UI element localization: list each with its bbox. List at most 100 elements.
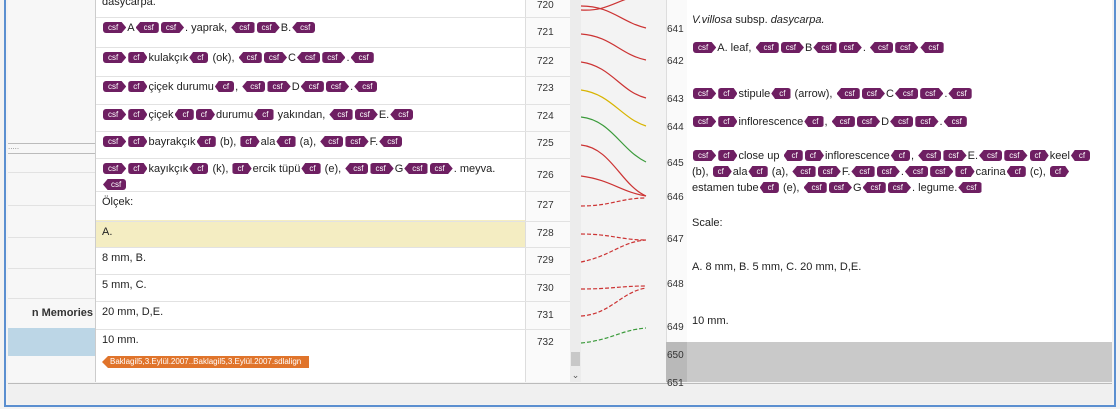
line-number: 647: [667, 234, 684, 245]
text: D: [291, 81, 300, 93]
tag-open: csf: [887, 182, 912, 193]
tag-close: csf: [300, 81, 324, 92]
link: [581, 144, 647, 197]
text: kulakçık: [148, 52, 189, 64]
tag-close: csf: [894, 88, 919, 99]
line-number: 651: [667, 378, 684, 389]
sidebar: [8, 0, 96, 382]
line-number: 724: [537, 111, 554, 122]
target-numbers: [666, 0, 687, 382]
text: kayıkçık: [148, 163, 189, 175]
text: B: [805, 42, 813, 54]
target-segment: Scale:: [692, 215, 1102, 231]
tag-open: csf: [895, 42, 919, 53]
tag-close: cf: [189, 163, 209, 174]
link: [581, 116, 647, 163]
tag-open: csf: [876, 166, 900, 177]
tag-close: csf: [379, 136, 403, 147]
tag-close: csf: [329, 109, 353, 120]
text: (b),: [692, 166, 712, 178]
text: (arrow),: [791, 88, 836, 100]
tag-close: csf: [803, 182, 827, 193]
target-segment: csf cf close up cf cf inflorescence cf, csf cs…: [692, 148, 1102, 196]
scrollbar[interactable]: [570, 0, 581, 382]
link: [581, 239, 647, 263]
line-number: 645: [667, 158, 684, 169]
tag-close: csf: [238, 52, 262, 63]
text: 5 mm, C.: [102, 279, 147, 291]
line-number: 642: [667, 56, 684, 67]
link: [581, 285, 647, 290]
tag-close: csf: [943, 116, 967, 127]
tag-open: cf: [718, 116, 738, 127]
tag-close: csf: [792, 166, 816, 177]
link: [581, 327, 647, 344]
target-segment: V.villosa subsp. dasycarpa.: [692, 12, 1102, 28]
tag-close: csf: [836, 88, 860, 99]
text: dasycarpa.: [102, 0, 156, 8]
tag-open: csf: [267, 81, 291, 92]
row-separator: [96, 131, 570, 132]
sidebar-row: [8, 172, 95, 173]
text: .: [862, 42, 869, 54]
source-segment: 10 mm.: [102, 332, 512, 348]
tag-open: csf: [920, 88, 944, 99]
text: bayrakçık: [148, 136, 196, 148]
tag-close: csf: [292, 22, 316, 33]
text: B.: [280, 22, 292, 34]
tag-close: cf: [759, 182, 779, 193]
tag-open: csf: [693, 150, 717, 161]
splitter[interactable]: .....: [8, 143, 95, 154]
text: . legume.: [912, 182, 958, 194]
tag-close: cf: [748, 166, 768, 177]
source-segment: Ölçek:: [102, 194, 512, 210]
target-segment: A. 8 mm, B. 5 mm, C. 20 mm, D,E.: [692, 259, 1102, 275]
line-number: 648: [667, 279, 684, 290]
line-number: 722: [537, 56, 554, 67]
scroll-down[interactable]: ⌄: [571, 370, 580, 380]
tag-close: cf: [1070, 150, 1091, 161]
alignment-links: [581, 0, 647, 344]
tag-close: csf: [904, 166, 929, 177]
text: (e),: [321, 163, 345, 175]
tag-close: csf: [813, 42, 837, 53]
text: estamen tube: [692, 182, 759, 194]
tag-open: csf: [693, 42, 717, 53]
text: keel: [1049, 150, 1070, 162]
row-separator: [96, 191, 570, 192]
line-number: 730: [537, 283, 554, 294]
text: çiçek: [148, 109, 174, 121]
scroll-thumb[interactable]: [571, 352, 580, 366]
tag-open: cf: [955, 166, 975, 177]
tag-open: cf: [195, 109, 215, 120]
tag-open: csf: [693, 88, 717, 99]
sidebar-selected[interactable]: [8, 328, 95, 356]
text: .: [350, 81, 354, 93]
text: C: [885, 88, 894, 100]
text: durumu: [216, 109, 254, 121]
source-segment: dasycarpa.: [102, 0, 512, 10]
text: A.: [102, 226, 113, 238]
text: ercik tüpü: [252, 163, 301, 175]
text: close up: [738, 150, 783, 162]
tag-close: cf: [804, 116, 824, 127]
memories-label[interactable]: n Memories: [31, 307, 93, 319]
selected-row: [96, 220, 570, 247]
text: ,: [824, 116, 831, 128]
tag-open: csf: [693, 116, 717, 127]
tag-close: cf: [196, 136, 216, 147]
tag-open: csf: [103, 163, 127, 174]
tag-open: cf: [804, 150, 824, 161]
tag-open: cf: [718, 88, 738, 99]
tag-open: cf: [240, 136, 260, 147]
text: E.: [378, 109, 390, 121]
line-number: 720: [537, 0, 554, 11]
tag-open: cf: [232, 163, 252, 174]
text: çiçek durumu: [148, 81, 214, 93]
line-number: 641: [667, 24, 684, 35]
source-segment: 5 mm, C.: [102, 277, 512, 293]
